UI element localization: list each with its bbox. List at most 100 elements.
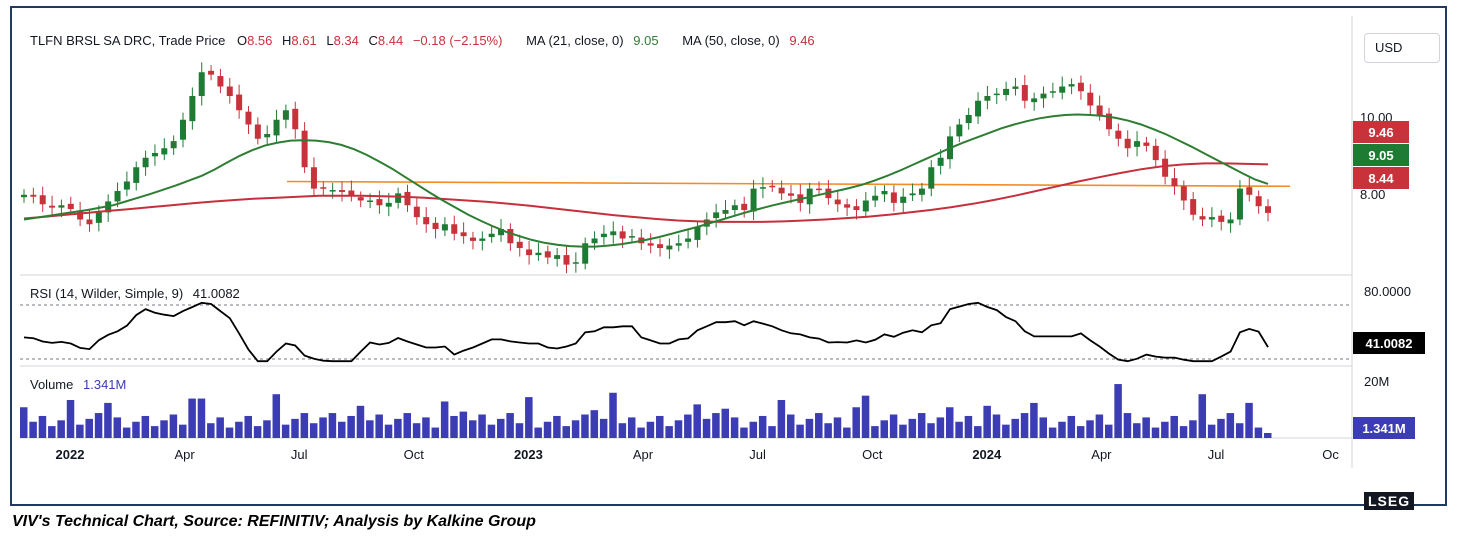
candle-body [367,200,374,202]
volume-bar [113,417,122,438]
close-value: 8.44 [378,33,403,48]
volume-value: 1.341M [83,377,126,392]
candle-body [441,224,448,231]
candle-body [1068,84,1075,87]
volume-bar [366,420,374,438]
volume-bar [450,415,458,438]
volume-bar [244,415,252,438]
volume-bar [319,417,327,438]
candle-body [1246,187,1253,195]
volume-bar [702,418,711,438]
close-price-tag: 8.44 [1353,167,1409,189]
candle-body [1255,196,1262,207]
candle-body [713,212,720,219]
candle-body [694,226,701,240]
volume-bar [1067,415,1076,438]
volume-bar [581,414,589,438]
volume-bar [422,417,430,438]
candle-body [937,157,944,166]
time-tick-label: Jul [749,447,766,462]
volume-bar [57,420,65,438]
candle-body [853,206,860,210]
volume-bar [861,395,870,438]
candle-body [909,193,916,196]
volume-bar [309,423,318,438]
rsi-legend: RSI (14, Wilder, Simple, 9) 41.0082 [30,286,240,301]
candle-body [750,188,757,212]
volume-bar [852,407,860,438]
candle-body [58,205,65,208]
volume-bar [730,417,739,438]
chart-caption: VIV's Technical Chart, Source: REFINITIV… [12,513,536,530]
ma21-price-tag: 9.05 [1353,144,1409,166]
volume-bar [281,424,290,438]
candle-body [507,229,514,244]
candle-body [554,255,561,259]
currency-selector[interactable]: USD [1364,33,1440,63]
volume-bar [749,421,758,438]
candle-body [30,194,37,197]
volume-bar [945,407,954,438]
volume-bar [899,424,907,438]
volume-bar [1133,423,1141,438]
volume-bar [497,418,505,438]
volume-bar [1123,413,1132,438]
volume-bar [1151,427,1160,438]
high-label: H [282,33,291,48]
volume-value-tag: 1.341M [1353,417,1415,439]
rsi-line [23,301,1269,363]
svg-text:9.05: 9.05 [1368,148,1393,163]
candlestick-series [21,62,1271,274]
volume-bar [263,420,271,438]
volume-legend: Volume 1.341M [30,377,126,392]
candle-body [1031,98,1038,103]
candle-body [600,233,607,238]
volume-bar [1020,413,1029,438]
candle-body [703,219,710,227]
volume-bar [412,423,421,438]
volume-bar [768,426,776,438]
candle-body [928,167,935,189]
candle-body [1265,206,1271,213]
volume-bar [431,427,440,438]
candle-body [1040,93,1047,99]
candle-body [526,249,533,256]
volume-bar [394,418,402,438]
chart-frame: TLFN BRSL SA DRC, Trade Price O8.56 H8.6… [10,6,1447,510]
time-tick-label: 2023 [514,447,543,462]
candle-body [881,191,888,195]
volume-bar [889,414,898,438]
volume-bar [1095,414,1104,438]
time-tick-label: Oct [862,447,883,462]
rsi-value-tag: 41.0082 [1353,332,1425,354]
volume-bar [665,426,673,438]
candle-body [133,167,140,183]
candle-body [675,243,682,246]
volume-bar [1114,384,1122,438]
candle-body [469,237,476,241]
volume-bar [684,414,692,438]
candle-body [236,94,243,111]
time-tick-label: Jul [1208,447,1225,462]
volume-bar [1002,424,1010,438]
candle-body [1199,216,1206,220]
volume-bar [562,426,570,438]
candle-body [1096,105,1103,115]
close-label: C [369,33,378,48]
candle-body [21,194,27,198]
volume-bar [253,426,262,438]
volume-bar [150,426,159,438]
candle-body [628,236,635,238]
volume-bar [347,415,355,438]
candle-body [86,219,93,225]
candle-body [320,187,327,189]
volume-bar [132,421,140,438]
ma21-line [23,113,1269,248]
volume-bar [207,423,215,438]
volume-bar [1011,418,1019,438]
time-tick-label: Jul [291,447,308,462]
candle-body [348,190,355,196]
candle-body [198,72,205,96]
volume-bar [815,413,823,438]
candle-body [1162,158,1169,177]
